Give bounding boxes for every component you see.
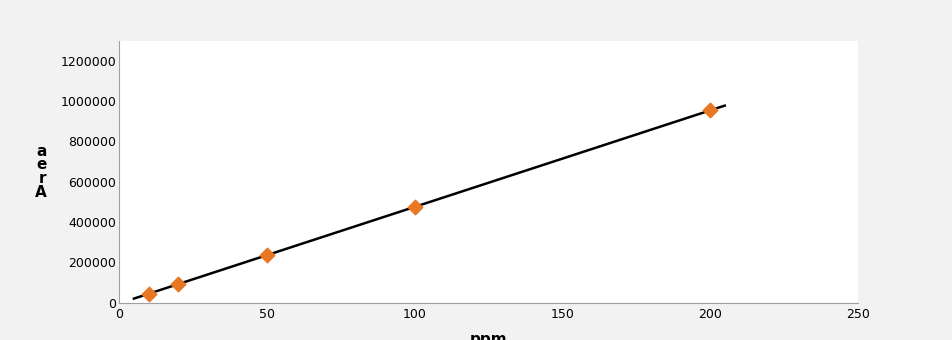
- Point: [702, 108, 717, 113]
- Point: [141, 291, 156, 296]
- Point: [407, 204, 422, 210]
- Y-axis label: a
e
r
A: a e r A: [35, 143, 47, 200]
- Point: [259, 252, 274, 258]
- X-axis label: ppm: ppm: [469, 332, 506, 340]
- Point: [170, 282, 186, 287]
